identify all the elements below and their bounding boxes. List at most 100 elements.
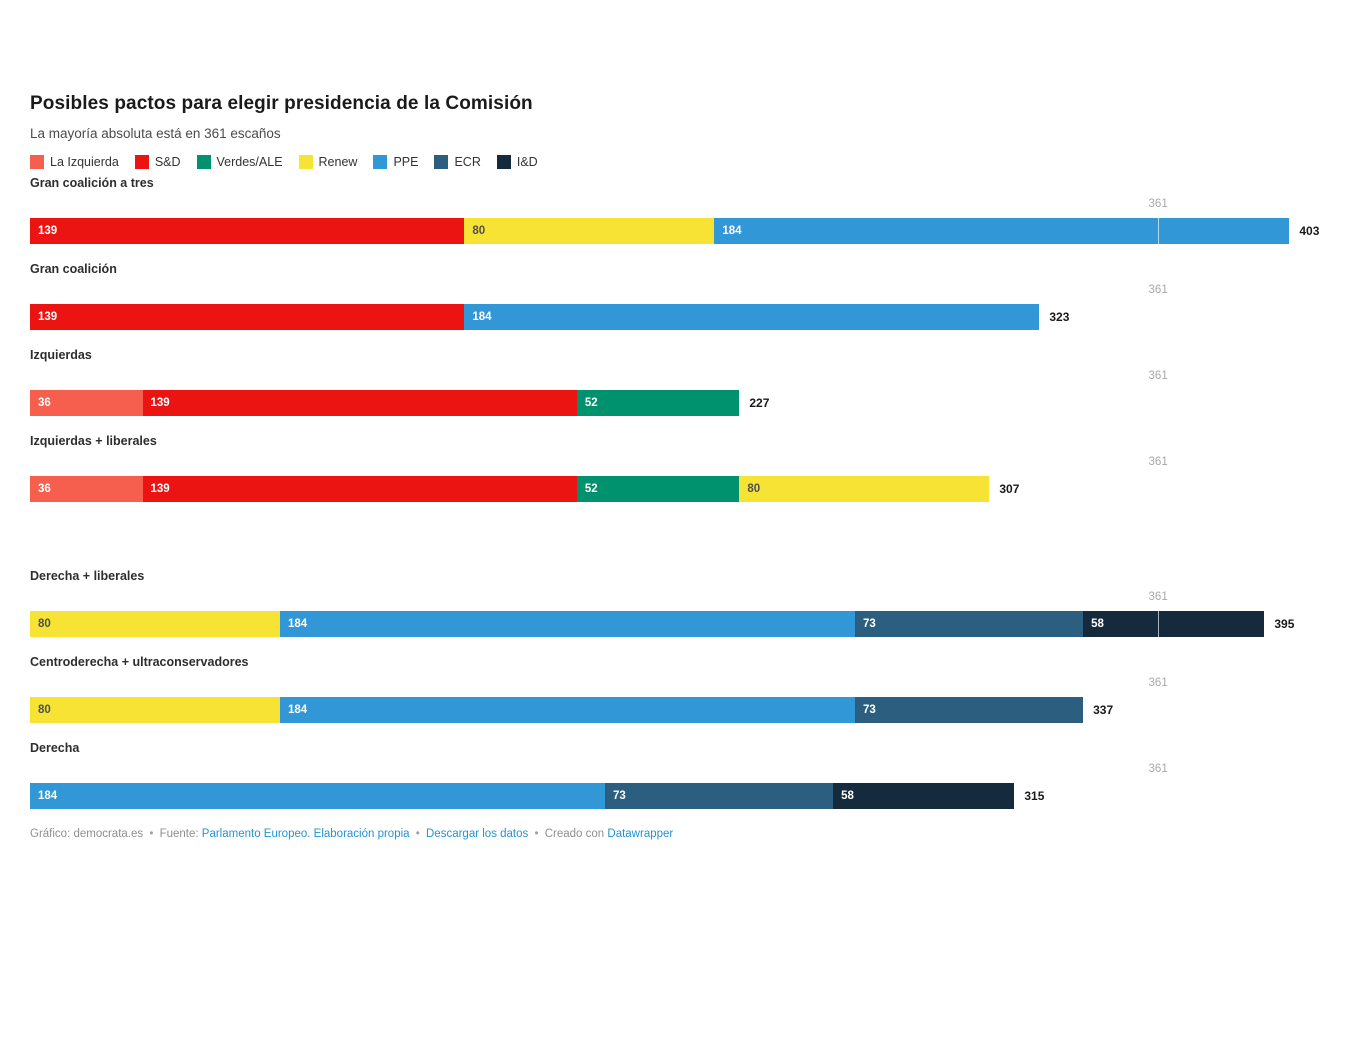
coalition-label: Centroderecha + ultraconservadores: [30, 655, 249, 669]
legend-item: S&D: [134, 154, 181, 169]
bar-track: 361 36 139 52 227: [30, 370, 1318, 416]
legend-item: I&D: [496, 154, 538, 169]
legend-swatch: [373, 154, 388, 169]
bar-segment-renew: 80: [30, 611, 280, 637]
stacked-bar: 139 80 184: [30, 218, 1318, 244]
coalition-row: Derecha + liberales 361 80 184 73 58 395: [30, 569, 1318, 637]
majority-threshold-label: 361: [1148, 370, 1168, 382]
majority-threshold-label: 361: [1148, 456, 1168, 468]
legend-label: La Izquierda: [50, 154, 119, 169]
coalition-row: Gran coalición 361 139 184 323: [30, 262, 1318, 330]
bar-total-label: 337: [1093, 703, 1114, 717]
footer-byline: Gráfico: democrata.es: [30, 828, 144, 840]
coalition-label: Gran coalición a tres: [30, 176, 154, 190]
bar-segment-i-d: 58: [1083, 611, 1265, 637]
coalition-row: Gran coalición a tres 361 139 80 184 403: [30, 176, 1320, 244]
legend-label: Renew: [318, 154, 358, 169]
majority-threshold-line: [1158, 611, 1160, 637]
legend-label: PPE: [393, 154, 419, 169]
footer-separator: •: [149, 828, 154, 840]
legend-label: Verdes/ALE: [216, 154, 283, 169]
bar-segment-ppe: 184: [280, 611, 855, 637]
footer-created-label: Creado con: [544, 828, 605, 840]
majority-threshold-label: 361: [1148, 677, 1168, 689]
legend-swatch: [30, 154, 44, 169]
bar-track: 361 36 139 52 80 307: [30, 456, 1318, 502]
footer-source-link[interactable]: Parlamento Europeo. Elaboración propia: [201, 828, 410, 840]
legend-item: La Izquierda: [30, 154, 119, 169]
chart-subtitle: La mayoría absoluta está en 361 escaños: [30, 126, 281, 141]
legend-swatch: [196, 154, 211, 169]
bar-total-label: 307: [999, 482, 1020, 496]
coalition-label: Gran coalición: [30, 262, 117, 276]
footer-separator: •: [534, 828, 539, 840]
bar-segment-ppe: 184: [30, 783, 605, 809]
legend-swatch: [434, 154, 449, 169]
legend-item: Renew: [298, 154, 358, 169]
chart-title: Posibles pactos para elegir presidencia …: [30, 93, 533, 114]
bar-total-label: 323: [1049, 310, 1070, 324]
legend-label: I&D: [516, 154, 538, 169]
footer-source-label: Fuente:: [159, 828, 199, 840]
chart-rows: Gran coalición a tres 361 139 80 184 403 G…: [30, 176, 1320, 809]
bar-segment-s-d: 139: [30, 218, 465, 244]
majority-threshold-label: 361: [1148, 763, 1168, 775]
coalition-row: Izquierdas + liberales 361 36 139 52 80 307: [30, 434, 1318, 502]
legend-item: Verdes/ALE: [196, 154, 283, 169]
stacked-bar: 80 184 73: [30, 697, 1318, 723]
legend: La Izquierda S&D Verdes/ALE Renew PPE EC…: [30, 154, 1318, 169]
bar-segment-renew: 80: [464, 218, 715, 244]
coalition-row: Izquierdas 361 36 139 52 227: [30, 348, 1318, 416]
bar-segment-ppe: 184: [280, 697, 855, 723]
bar-segment-ppe: 184: [464, 304, 1040, 330]
bar-track: 361 184 73 58 315: [30, 763, 1318, 809]
chart-page: Posibles pactos para elegir presidencia …: [0, 93, 1348, 841]
bar-segment-la-izquierda: 36: [30, 390, 143, 416]
majority-threshold-line: [1158, 218, 1160, 244]
bar-track: 361 139 80 184 403: [30, 198, 1320, 244]
legend-item: PPE: [373, 154, 419, 169]
legend-label: S&D: [154, 154, 181, 169]
legend-label: ECR: [454, 154, 481, 169]
majority-threshold-label: 361: [1148, 198, 1168, 210]
majority-threshold-label: 361: [1148, 284, 1168, 296]
legend-swatch: [134, 154, 149, 169]
stacked-bar: 80 184 73 58: [30, 611, 1318, 637]
bar-total-label: 227: [749, 396, 770, 410]
stacked-bar: 139 184: [30, 304, 1318, 330]
bar-track: 361 80 184 73 337: [30, 677, 1318, 723]
stacked-bar: 36 139 52 80: [30, 476, 1318, 502]
bar-segment-ecr: 73: [855, 611, 1084, 637]
bar-segment-ecr: 73: [605, 783, 834, 809]
bar-segment-renew: 80: [30, 697, 280, 723]
bar-segment-ppe: 184: [714, 218, 1290, 244]
coalition-row: Derecha 361 184 73 58 315: [30, 741, 1318, 809]
bar-total-label: 403: [1299, 224, 1320, 238]
footer: Gráfico: democrata.es • Fuente: Parlamen…: [30, 827, 1318, 841]
majority-threshold-label: 361: [1148, 591, 1168, 603]
coalition-label: Derecha: [30, 741, 80, 755]
legend-swatch: [496, 154, 511, 169]
coalition-label: Derecha + liberales: [30, 569, 145, 583]
bar-total-label: 315: [1024, 789, 1045, 803]
stacked-bar: 184 73 58: [30, 783, 1318, 809]
legend-item: ECR: [434, 154, 481, 169]
coalition-label: Izquierdas: [30, 348, 92, 362]
footer-creator-link[interactable]: Datawrapper: [607, 828, 674, 840]
stacked-bar: 36 139 52: [30, 390, 1318, 416]
bar-segment-la-izquierda: 36: [30, 476, 143, 502]
footer-separator: •: [415, 828, 420, 840]
bar-segment-verdes-ale: 52: [576, 390, 740, 416]
bar-track: 361 80 184 73 58 395: [30, 591, 1318, 637]
bar-track: 361 139 184 323: [30, 284, 1318, 330]
bar-segment-verdes-ale: 52: [576, 476, 740, 502]
bar-segment-i-d: 58: [833, 783, 1015, 809]
bar-segment-ecr: 73: [855, 697, 1084, 723]
legend-swatch: [298, 154, 313, 169]
footer-download-link[interactable]: Descargar los datos: [426, 828, 529, 840]
bar-segment-s-d: 139: [30, 304, 465, 330]
bar-segment-renew: 80: [739, 476, 990, 502]
bar-segment-s-d: 139: [142, 390, 577, 416]
bar-total-label: 395: [1274, 617, 1295, 631]
bar-segment-s-d: 139: [142, 476, 577, 502]
